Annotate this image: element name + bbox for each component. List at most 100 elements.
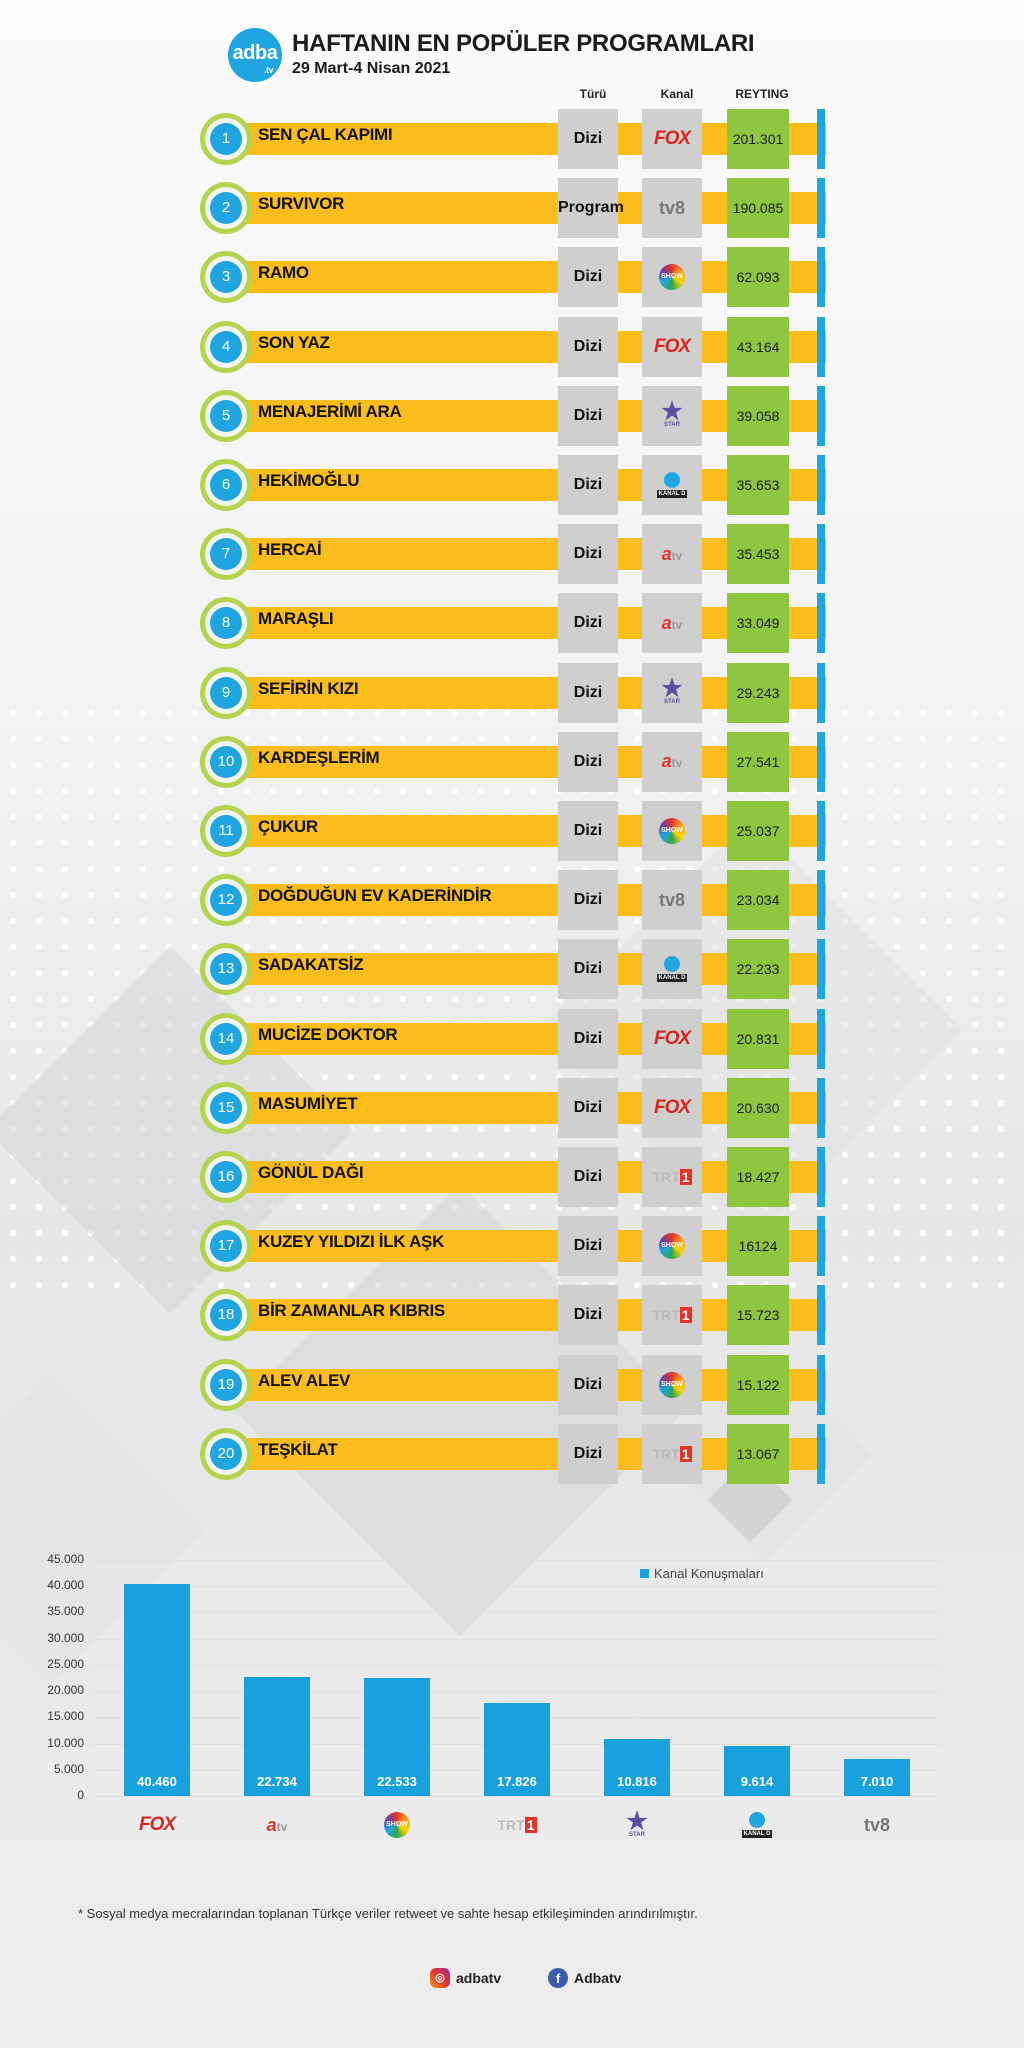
rank-badge: 9 bbox=[200, 666, 252, 719]
chart-bar bbox=[244, 1676, 310, 1796]
y-tick-label: 0 bbox=[77, 1788, 84, 1802]
channel-cell: TRT 1 bbox=[642, 1423, 702, 1484]
program-name: ALEV ALEV bbox=[258, 1370, 351, 1390]
rating-value: 35.653 bbox=[727, 455, 789, 515]
star-tv-logo-icon: ★ STAR bbox=[626, 1807, 648, 1838]
fox-logo-icon: FOX bbox=[653, 128, 691, 149]
ranking-row: 18 BİR ZAMANLAR KIBRIS Dizi TRT 1 15.723 bbox=[200, 1285, 826, 1346]
facebook-handle[interactable]: f Adbatv bbox=[548, 1968, 621, 1988]
rank-number: 8 bbox=[210, 607, 242, 640]
ranking-row: 12 DOĞDUĞUN EV KADERİNDİR Dizi tv8 23.034 bbox=[200, 870, 826, 931]
tv8-logo-icon: tv8 bbox=[658, 197, 685, 218]
rank-number: 17 bbox=[210, 1230, 242, 1263]
rank-badge: 6 bbox=[200, 459, 252, 511]
ranking-row: 2 SURVIVOR Program tv8 190.085 bbox=[200, 178, 826, 239]
rank-number: 1 bbox=[210, 123, 242, 155]
rank-badge: 2 bbox=[200, 182, 252, 235]
gridline bbox=[92, 1560, 940, 1561]
program-name: SADAKATSİZ bbox=[258, 955, 364, 975]
program-name: ÇUKUR bbox=[258, 817, 318, 836]
row-end-stripe bbox=[817, 1008, 825, 1069]
page-title: HAFTANIN EN POPÜLER PROGRAMLARI bbox=[292, 30, 755, 57]
rank-number: 14 bbox=[210, 1022, 242, 1055]
bar-value-label: 22.734 bbox=[257, 1774, 297, 1789]
y-tick-label: 35.000 bbox=[47, 1604, 84, 1619]
fox-logo-icon: FOX bbox=[653, 1027, 691, 1049]
rank-badge: 11 bbox=[200, 805, 252, 857]
legend-swatch bbox=[640, 1569, 649, 1578]
rating-value: 20.831 bbox=[727, 1008, 789, 1069]
star-tv-logo-icon: ★ STAR bbox=[661, 675, 683, 706]
rank-number: 7 bbox=[210, 538, 242, 571]
row-end-stripe bbox=[817, 1216, 825, 1277]
rank-number: 3 bbox=[210, 261, 242, 294]
trt1-logo-icon: TRT 1 bbox=[652, 1169, 692, 1185]
legend-label: Kanal Konuşmaları bbox=[654, 1566, 764, 1581]
row-end-stripe bbox=[817, 1077, 825, 1138]
rank-badge: 16 bbox=[200, 1151, 252, 1203]
rating-value: 18.427 bbox=[727, 1147, 789, 1207]
channel-cell: ★ STAR bbox=[642, 385, 702, 446]
x-axis-channel-logo: FOX bbox=[117, 1808, 197, 1842]
rating-value: 20.630 bbox=[727, 1077, 789, 1138]
program-name: MENAJERİMİ ARA bbox=[258, 401, 402, 421]
program-name: MARAŞLI bbox=[258, 609, 334, 629]
atv-logo-icon: atv bbox=[661, 543, 683, 564]
rating-value: 62.093 bbox=[727, 247, 789, 308]
bar-value-label: 10.816 bbox=[617, 1774, 657, 1789]
rank-number: 15 bbox=[210, 1091, 242, 1124]
rating-value: 43.164 bbox=[727, 316, 789, 377]
rating-value: 35.453 bbox=[727, 524, 789, 585]
ranking-row: 8 MARAŞLI Dizi atv 33.049 bbox=[200, 593, 826, 654]
program-type: Dizi bbox=[558, 247, 618, 308]
program-type: Dizi bbox=[558, 593, 618, 654]
channel-cell: FOX bbox=[642, 1008, 702, 1069]
rank-badge: 12 bbox=[200, 874, 252, 927]
program-type: Dizi bbox=[558, 1008, 618, 1069]
fox-logo-icon: FOX bbox=[138, 1814, 176, 1835]
program-name: SEFİRİN KIZI bbox=[258, 678, 359, 698]
program-name: HEKİMOĞLU bbox=[258, 471, 360, 490]
program-type: Dizi bbox=[558, 731, 618, 792]
program-name: SON YAZ bbox=[258, 332, 330, 352]
chart-legend: Kanal Konuşmaları bbox=[640, 1566, 764, 1581]
rank-number: 12 bbox=[210, 884, 242, 917]
program-name: TEŞKİLAT bbox=[258, 1439, 338, 1459]
row-end-stripe bbox=[817, 178, 825, 239]
x-axis-channel-logo: TRT 1 bbox=[477, 1808, 557, 1842]
chart-bar bbox=[484, 1702, 550, 1796]
channel-cell: ★ STAR bbox=[642, 662, 702, 723]
logo-text: adba bbox=[232, 42, 278, 64]
rank-badge: 10 bbox=[200, 735, 252, 788]
trt1-logo-icon: TRT 1 bbox=[652, 1307, 692, 1324]
star-tv-logo-icon: ★ STAR bbox=[661, 398, 683, 429]
channel-cell: SHOW bbox=[642, 247, 702, 308]
instagram-handle[interactable]: ◎ adbatv bbox=[430, 1968, 501, 1988]
rating-value: 201.301 bbox=[727, 109, 789, 169]
program-type: Dizi bbox=[558, 801, 618, 861]
gridline bbox=[92, 1664, 940, 1666]
gridline bbox=[92, 1612, 940, 1614]
gridline bbox=[92, 1796, 940, 1797]
program-type: Dizi bbox=[558, 1216, 618, 1277]
instagram-icon: ◎ bbox=[430, 1968, 450, 1988]
rank-badge: 13 bbox=[200, 943, 252, 996]
ranking-row: 11 ÇUKUR Dizi SHOW 25.037 bbox=[200, 801, 826, 861]
y-tick-label: 5.000 bbox=[53, 1761, 84, 1776]
program-name: SURVIVOR bbox=[258, 194, 345, 214]
ranking-row: 14 MUCİZE DOKTOR Dizi FOX 20.831 bbox=[200, 1008, 826, 1069]
row-end-stripe bbox=[817, 247, 825, 308]
row-end-stripe bbox=[817, 109, 825, 169]
ranking-row: 20 TEŞKİLAT Dizi TRT 1 13.067 bbox=[200, 1423, 826, 1484]
program-name: MASUMİYET bbox=[258, 1093, 358, 1113]
ranking-row: 1 SEN ÇAL KAPIMI Dizi FOX 201.301 bbox=[200, 109, 826, 169]
row-end-stripe bbox=[817, 1423, 825, 1484]
rank-badge: 14 bbox=[200, 1012, 252, 1065]
program-name: MUCİZE DOKTOR bbox=[258, 1024, 398, 1044]
rank-number: 20 bbox=[210, 1437, 242, 1470]
program-type: Program bbox=[558, 178, 624, 239]
adbatv-logo: adba .tv bbox=[228, 28, 282, 82]
rating-value: 13.067 bbox=[727, 1423, 789, 1484]
show-tv-logo-icon: SHOW bbox=[659, 1371, 685, 1398]
program-name: KUZEY YILDIZI İLK AŞK bbox=[258, 1232, 445, 1252]
